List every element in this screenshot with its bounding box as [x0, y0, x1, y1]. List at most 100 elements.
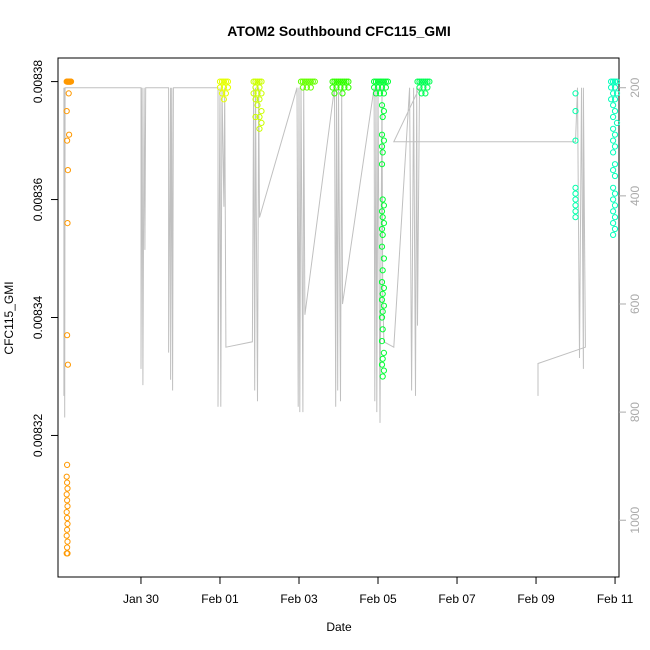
data-point-0-13: [63, 108, 70, 115]
data-point-5-9: [374, 84, 382, 91]
data-point-5-7: [384, 78, 391, 85]
data-point-6-3: [420, 78, 427, 85]
data-point-5-38: [379, 308, 386, 315]
data-point-8-17: [611, 143, 619, 150]
data-point-5-32: [379, 267, 386, 274]
data-point-8-1: [610, 78, 617, 85]
data-point-0-31: [63, 532, 70, 539]
data-point-8-9: [611, 96, 619, 103]
data-point-0-22: [64, 479, 71, 486]
data-point-7-3: [572, 184, 579, 191]
data-point-5-44: [378, 361, 386, 368]
data-point-0-28: [64, 514, 71, 522]
data-point-2-16: [258, 119, 265, 127]
data-point-3-3: [303, 78, 310, 85]
data-point-4-7: [343, 78, 350, 85]
series-4: [329, 78, 352, 97]
data-point-8-25: [611, 202, 619, 209]
x-tick-label-2: Feb 03: [280, 592, 318, 606]
data-point-3-5: [307, 78, 314, 85]
data-point-3-2: [301, 78, 308, 85]
data-point-5-17: [379, 113, 386, 121]
data-point-4-2: [333, 78, 340, 85]
data-point-6-2: [418, 78, 425, 85]
data-point-0-21: [63, 473, 70, 480]
data-point-5-15: [378, 102, 386, 109]
data-point-7-2: [572, 137, 579, 144]
data-point-8-16: [610, 137, 617, 144]
data-point-3-4: [305, 78, 312, 85]
data-point-8-3: [613, 78, 621, 85]
x-tick-label-0: Jan 30: [123, 592, 159, 606]
data-point-5-18: [378, 131, 386, 138]
y2-tick-label-4: 1000: [628, 507, 642, 534]
data-point-6-9: [424, 84, 431, 91]
data-point-4-6: [341, 78, 348, 85]
data-point-1-3: [222, 78, 229, 85]
data-point-0-17: [64, 220, 71, 227]
data-point-5-24: [380, 202, 387, 209]
data-point-3-9: [303, 84, 310, 91]
data-point-0-26: [64, 503, 71, 510]
x-tick-label-5: Feb 09: [517, 592, 555, 606]
data-point-0-20: [64, 461, 71, 468]
data-point-2-9: [258, 90, 265, 97]
data-point-5-27: [380, 220, 387, 227]
data-point-4-13: [345, 84, 352, 91]
chart-title: ATOM2 Southbound CFC115_GMI: [227, 23, 451, 39]
data-point-8-20: [610, 167, 617, 174]
data-point-5-34: [380, 284, 387, 292]
y-tick-label-1: 0.00834: [31, 295, 45, 339]
data-point-5-8: [371, 84, 378, 91]
data-point-2-8: [254, 90, 261, 97]
data-point-4-10: [333, 84, 340, 91]
data-point-5-41: [378, 338, 386, 345]
data-point-5-40: [379, 326, 386, 333]
data-point-8-12: [610, 113, 617, 121]
series-0: [63, 78, 75, 557]
data-point-5-35: [379, 290, 386, 297]
data-point-2-14: [252, 113, 259, 121]
data-point-0-27: [63, 508, 70, 516]
data-point-5-4: [378, 78, 386, 85]
data-point-0-19: [64, 361, 72, 368]
data-point-7-0: [572, 90, 579, 97]
data-point-5-37: [380, 302, 387, 309]
data-point-6-6: [426, 78, 433, 85]
data-point-3-7: [311, 78, 318, 85]
data-point-8-5: [611, 84, 619, 91]
x-tick-label-1: Feb 01: [201, 592, 239, 606]
data-point-7-5: [572, 196, 579, 203]
data-point-5-23: [379, 196, 386, 203]
data-point-1-0: [216, 78, 224, 85]
data-point-6-8: [420, 84, 427, 91]
series-7: [572, 90, 579, 221]
data-point-5-10: [378, 84, 386, 91]
data-point-4-3: [335, 78, 342, 85]
data-point-2-6: [256, 84, 263, 91]
data-point-5-26: [379, 214, 386, 221]
data-point-3-6: [309, 78, 316, 85]
data-point-6-5: [424, 78, 431, 85]
data-point-5-31: [380, 255, 387, 262]
data-point-5-3: [376, 78, 384, 85]
data-point-4-4: [337, 78, 344, 85]
data-point-5-22: [378, 161, 386, 168]
x-axis-label: Date: [326, 620, 352, 634]
data-point-8-4: [608, 84, 615, 91]
data-point-5-12: [372, 90, 380, 97]
series-6: [414, 78, 433, 97]
data-point-8-24: [610, 196, 617, 203]
data-point-2-2: [254, 78, 261, 85]
y-axis: 0.00832 0.00834 0.00836 0.00838: [31, 60, 58, 457]
data-point-0-23: [64, 485, 71, 492]
data-point-4-9: [329, 84, 336, 91]
data-point-5-16: [380, 108, 387, 115]
data-point-5-2: [374, 78, 382, 85]
data-point-8-13: [613, 119, 621, 127]
data-point-5-21: [379, 149, 386, 156]
data-point-8-0: [608, 78, 615, 85]
data-point-8-23: [611, 190, 619, 197]
data-point-1-7: [224, 84, 231, 91]
